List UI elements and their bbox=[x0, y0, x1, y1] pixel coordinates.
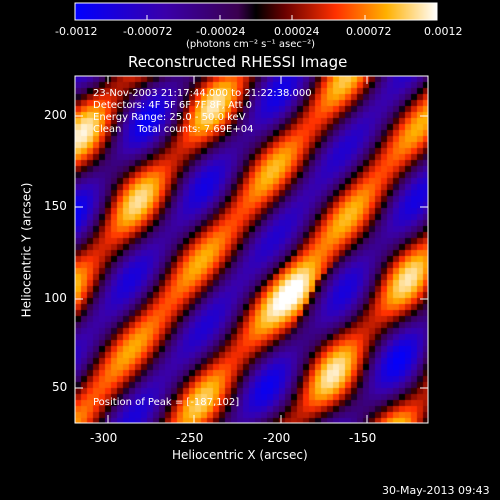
info-line-time: 23-Nov-2003 21:17:44.000 to 21:22:38.000 bbox=[93, 88, 312, 99]
x-tick-label: -300 bbox=[90, 431, 118, 445]
y-tick-label: 200 bbox=[44, 108, 67, 122]
x-tick-label: -200 bbox=[263, 431, 291, 445]
y-tick-label: 50 bbox=[52, 380, 68, 394]
colorbar-tick-label: -0.0012 bbox=[55, 25, 98, 38]
colorbar-tick-label: 0.0012 bbox=[424, 25, 463, 38]
info-line-counts: Clean Total counts: 7.69E+04 bbox=[93, 124, 254, 135]
colorbar-units: (photons cm⁻² s⁻¹ asec⁻²) bbox=[186, 39, 316, 50]
info-line-energy: Energy Range: 25.0 - 50.0 keV bbox=[93, 112, 246, 123]
x-axis-label: Heliocentric X (arcsec) bbox=[172, 448, 308, 462]
colorbar-ticks bbox=[74, 15, 438, 20]
rhessi-image bbox=[75, 76, 428, 423]
colorbar-gradient bbox=[74, 2, 438, 21]
y-tick-label: 100 bbox=[44, 291, 67, 305]
colorbar bbox=[74, 2, 438, 21]
x-tick-label: -150 bbox=[349, 431, 377, 445]
y-tick-label: 150 bbox=[44, 199, 67, 213]
x-tick-label: -250 bbox=[176, 431, 204, 445]
footer-date: 30-May-2013 09:43 bbox=[382, 484, 490, 497]
info-line-detectors: Detectors: 4F 5F 6F 7F 8F, Att 0 bbox=[93, 100, 253, 111]
colorbar-tick-label: -0.00072 bbox=[123, 25, 173, 38]
colorbar-tick-label: -0.00024 bbox=[196, 25, 246, 38]
colorbar-tick-label: 0.00024 bbox=[274, 25, 320, 38]
colorbar-tick-label: 0.00072 bbox=[346, 25, 392, 38]
peak-position-label: Position of Peak = [-187,102] bbox=[93, 397, 240, 408]
y-axis-label: Heliocentric Y (arcsec) bbox=[19, 182, 34, 318]
image-title: Reconstructed RHESSI Image bbox=[128, 53, 348, 71]
